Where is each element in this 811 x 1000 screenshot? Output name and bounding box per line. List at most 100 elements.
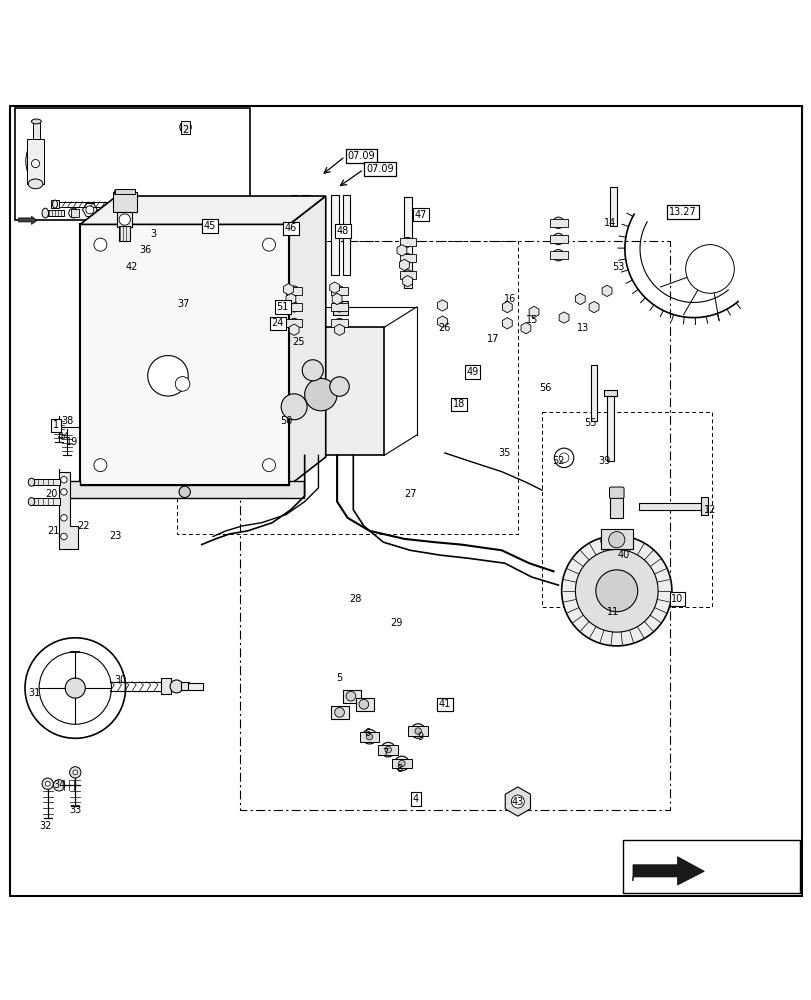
Circle shape: [42, 778, 54, 789]
Circle shape: [402, 270, 412, 280]
Bar: [32, 479, 60, 485]
Bar: [359, 732, 379, 742]
Bar: [700, 497, 706, 515]
Text: 10: 10: [671, 594, 683, 604]
Circle shape: [358, 699, 368, 709]
Bar: [342, 195, 350, 275]
Circle shape: [552, 250, 564, 261]
Bar: [187, 683, 202, 690]
Circle shape: [45, 781, 50, 786]
Text: 50: 50: [280, 416, 292, 426]
Bar: [331, 287, 347, 295]
Text: 4: 4: [412, 794, 418, 804]
Bar: [610, 495, 623, 518]
Circle shape: [402, 254, 412, 263]
Circle shape: [70, 767, 81, 778]
Circle shape: [69, 208, 79, 218]
Bar: [331, 319, 347, 327]
Bar: [355, 698, 373, 711]
Text: 3: 3: [150, 229, 156, 239]
Bar: [399, 238, 415, 246]
Circle shape: [559, 453, 569, 463]
Circle shape: [289, 302, 298, 312]
Circle shape: [169, 680, 182, 693]
Text: 14: 14: [603, 218, 616, 228]
Text: 40: 40: [616, 550, 629, 560]
Ellipse shape: [158, 202, 163, 211]
Circle shape: [334, 318, 344, 328]
Bar: [48, 210, 64, 216]
Text: 17: 17: [487, 334, 499, 344]
Text: 28: 28: [349, 594, 362, 604]
Circle shape: [366, 733, 372, 740]
Circle shape: [175, 377, 190, 391]
Bar: [333, 301, 347, 315]
Bar: [71, 209, 79, 217]
Text: 56: 56: [539, 383, 551, 393]
Text: 25: 25: [293, 337, 305, 347]
Text: 19: 19: [66, 437, 78, 447]
Text: 07.09: 07.09: [347, 151, 375, 161]
Bar: [404, 197, 411, 288]
Text: 27: 27: [403, 489, 416, 499]
Circle shape: [289, 318, 298, 328]
Circle shape: [684, 245, 733, 293]
Bar: [399, 271, 415, 279]
Text: 20: 20: [45, 489, 57, 499]
Polygon shape: [529, 306, 539, 318]
Circle shape: [119, 214, 131, 225]
Bar: [262, 391, 277, 403]
Circle shape: [595, 570, 637, 612]
Circle shape: [334, 708, 344, 717]
Text: 29: 29: [389, 618, 402, 628]
Circle shape: [410, 724, 425, 738]
Text: 53: 53: [611, 262, 624, 272]
Polygon shape: [575, 293, 585, 305]
Polygon shape: [19, 216, 37, 224]
Circle shape: [561, 536, 671, 646]
Text: 11: 11: [606, 607, 618, 617]
Polygon shape: [559, 312, 569, 323]
Circle shape: [86, 206, 94, 214]
Bar: [113, 192, 137, 212]
Polygon shape: [633, 857, 703, 885]
Text: 46: 46: [285, 223, 297, 233]
Text: 38: 38: [61, 416, 73, 426]
Bar: [181, 682, 188, 690]
Circle shape: [110, 207, 115, 212]
Text: 49: 49: [466, 367, 478, 377]
Ellipse shape: [26, 145, 41, 177]
Circle shape: [554, 448, 573, 468]
Circle shape: [281, 394, 307, 420]
Text: 23: 23: [109, 531, 122, 541]
Text: 12: 12: [703, 505, 715, 515]
Ellipse shape: [32, 119, 41, 124]
Circle shape: [402, 237, 412, 247]
Polygon shape: [437, 316, 447, 327]
Polygon shape: [502, 301, 512, 313]
Polygon shape: [80, 196, 325, 224]
Bar: [33, 121, 40, 139]
Circle shape: [334, 302, 344, 312]
Bar: [610, 187, 616, 226]
Bar: [140, 200, 152, 208]
Bar: [603, 390, 616, 396]
Circle shape: [380, 742, 395, 757]
Bar: [274, 327, 384, 455]
Bar: [161, 678, 170, 694]
Circle shape: [345, 691, 355, 701]
Text: 43: 43: [511, 797, 523, 807]
Bar: [15, 108, 250, 220]
Text: 44: 44: [58, 432, 70, 442]
Polygon shape: [402, 275, 412, 287]
Text: 41: 41: [438, 699, 450, 709]
Text: 32: 32: [39, 821, 51, 831]
Text: 24: 24: [272, 318, 284, 328]
Polygon shape: [285, 293, 295, 305]
Bar: [307, 301, 321, 315]
Circle shape: [608, 532, 624, 548]
Circle shape: [122, 203, 131, 211]
Circle shape: [262, 238, 275, 251]
Text: 36: 36: [139, 245, 151, 255]
Circle shape: [694, 254, 723, 284]
